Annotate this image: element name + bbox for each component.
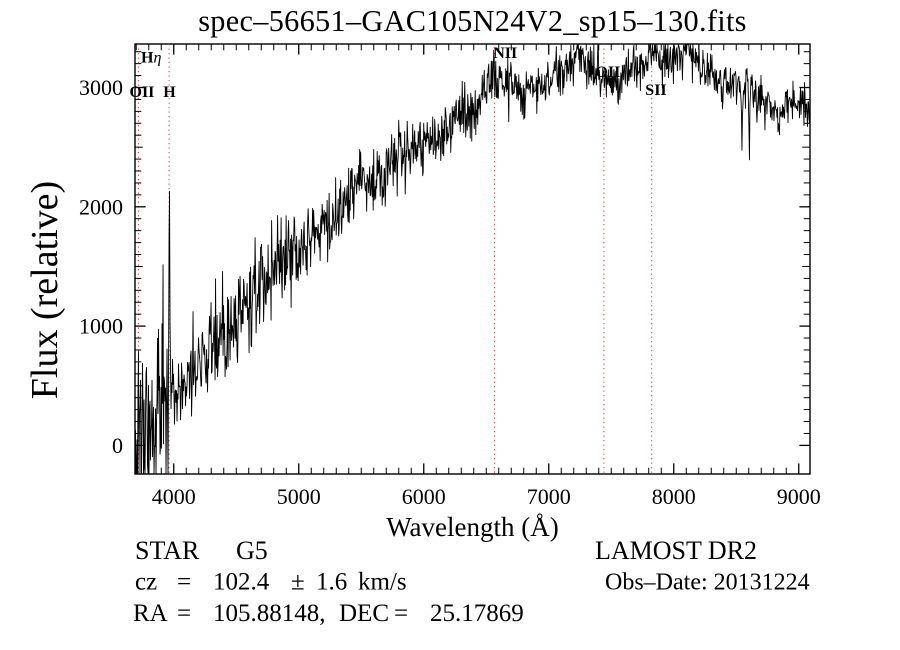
svg-text:Hη: Hη <box>141 50 161 67</box>
svg-text:LAMOST DR2: LAMOST DR2 <box>595 536 757 565</box>
svg-text:4000: 4000 <box>152 484 196 509</box>
svg-text:RA = 105.88148, DE: RA = 105.88148, DEC = 25.17869 <box>133 600 524 627</box>
svg-text:7000: 7000 <box>527 484 571 509</box>
svg-text:1000: 1000 <box>79 314 123 339</box>
svg-text:6000: 6000 <box>402 484 446 509</box>
svg-text:0: 0 <box>112 433 123 458</box>
svg-text:Obs–Date: 20131224: Obs–Date: 20131224 <box>605 570 810 596</box>
svg-text:OII: OII <box>130 84 155 101</box>
svg-text:3000: 3000 <box>79 75 123 100</box>
svg-text:Flux (relative): Flux (relative) <box>24 181 66 399</box>
svg-text:9000: 9000 <box>777 484 821 509</box>
svg-text:SII: SII <box>645 82 666 99</box>
svg-text:5000: 5000 <box>277 484 321 509</box>
svg-text:OII: OII <box>595 64 620 81</box>
svg-text:STAR: STAR <box>135 536 200 565</box>
svg-text:2000: 2000 <box>79 194 123 219</box>
svg-text:G5: G5 <box>236 536 268 565</box>
svg-text:cz = 102.4 ± 1: cz = 102.4 ± 1.6 km/s <box>135 569 407 596</box>
svg-text:H: H <box>163 84 176 101</box>
svg-text:8000: 8000 <box>652 484 696 509</box>
svg-text:NII: NII <box>493 45 517 62</box>
svg-text:Wavelength (Å): Wavelength (Å) <box>386 512 559 542</box>
